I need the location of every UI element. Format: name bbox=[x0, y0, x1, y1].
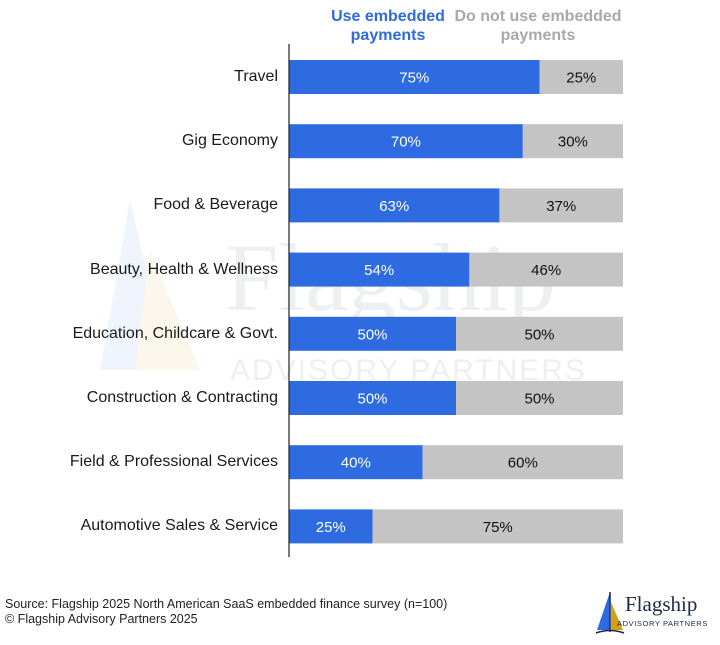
bar-use-3 bbox=[289, 252, 470, 287]
data-label-not-use-0: 25% bbox=[566, 70, 596, 87]
sail-logo-icon bbox=[595, 592, 625, 634]
footer-copyright: © Flagship Advisory Partners 2025 bbox=[5, 612, 198, 626]
bar-not-use-1 bbox=[522, 124, 623, 159]
legend-use-label: Use embedded payments bbox=[331, 8, 445, 44]
category-label-4: Education, Childcare & Govt. bbox=[72, 324, 278, 342]
data-label-not-use-5: 50% bbox=[524, 391, 554, 408]
data-label-use-6: 40% bbox=[341, 455, 371, 472]
category-label-1: Gig Economy bbox=[181, 132, 278, 150]
bar-use-6 bbox=[289, 445, 423, 480]
bar-use-7 bbox=[289, 509, 373, 544]
data-label-use-5: 50% bbox=[357, 391, 387, 408]
bar-not-use-5 bbox=[456, 381, 623, 415]
bar-use-0 bbox=[289, 60, 540, 94]
bar-not-use-4 bbox=[456, 316, 623, 351]
data-label-use-4: 50% bbox=[357, 326, 387, 343]
logo-subtitle: ADVISORY PARTNERS bbox=[617, 619, 708, 628]
bar-use-4 bbox=[289, 316, 456, 351]
bar-not-use-7 bbox=[372, 509, 623, 544]
bar-use-1 bbox=[289, 124, 523, 159]
legend-not-use-label: Do not use embedded payments bbox=[454, 8, 622, 44]
data-label-use-1: 70% bbox=[391, 134, 421, 151]
bar-not-use-0 bbox=[539, 60, 623, 94]
data-label-not-use-2: 37% bbox=[546, 198, 576, 215]
category-label-7: Automotive Sales & Service bbox=[80, 517, 278, 535]
data-label-not-use-3: 46% bbox=[531, 262, 561, 279]
bar-not-use-2 bbox=[499, 188, 623, 223]
category-label-6: Field & Professional Services bbox=[69, 453, 278, 471]
logo-name: Flagship bbox=[625, 592, 698, 616]
data-label-not-use-7: 75% bbox=[483, 519, 513, 536]
category-label-2: Food & Beverage bbox=[153, 196, 278, 214]
category-label-5: Construction & Contracting bbox=[86, 389, 278, 406]
category-label-0: Travel bbox=[234, 68, 278, 85]
flagship-logo: Flagship ADVISORY PARTNERS bbox=[595, 588, 717, 640]
category-label-3: Beauty, Health & Wellness bbox=[90, 260, 278, 278]
footer-source: Source: Flagship 2025 North American Saa… bbox=[5, 597, 448, 611]
data-label-not-use-6: 60% bbox=[508, 455, 538, 472]
data-label-use-7: 25% bbox=[316, 519, 346, 536]
data-label-use-0: 75% bbox=[399, 70, 429, 87]
bar-not-use-6 bbox=[422, 445, 623, 480]
data-label-not-use-1: 30% bbox=[558, 134, 588, 151]
data-label-use-2: 63% bbox=[379, 198, 409, 215]
bar-use-2 bbox=[289, 188, 500, 223]
data-label-use-3: 54% bbox=[364, 262, 394, 279]
bar-not-use-3 bbox=[469, 252, 623, 287]
bar-use-5 bbox=[289, 381, 456, 415]
data-label-not-use-4: 50% bbox=[524, 326, 554, 343]
